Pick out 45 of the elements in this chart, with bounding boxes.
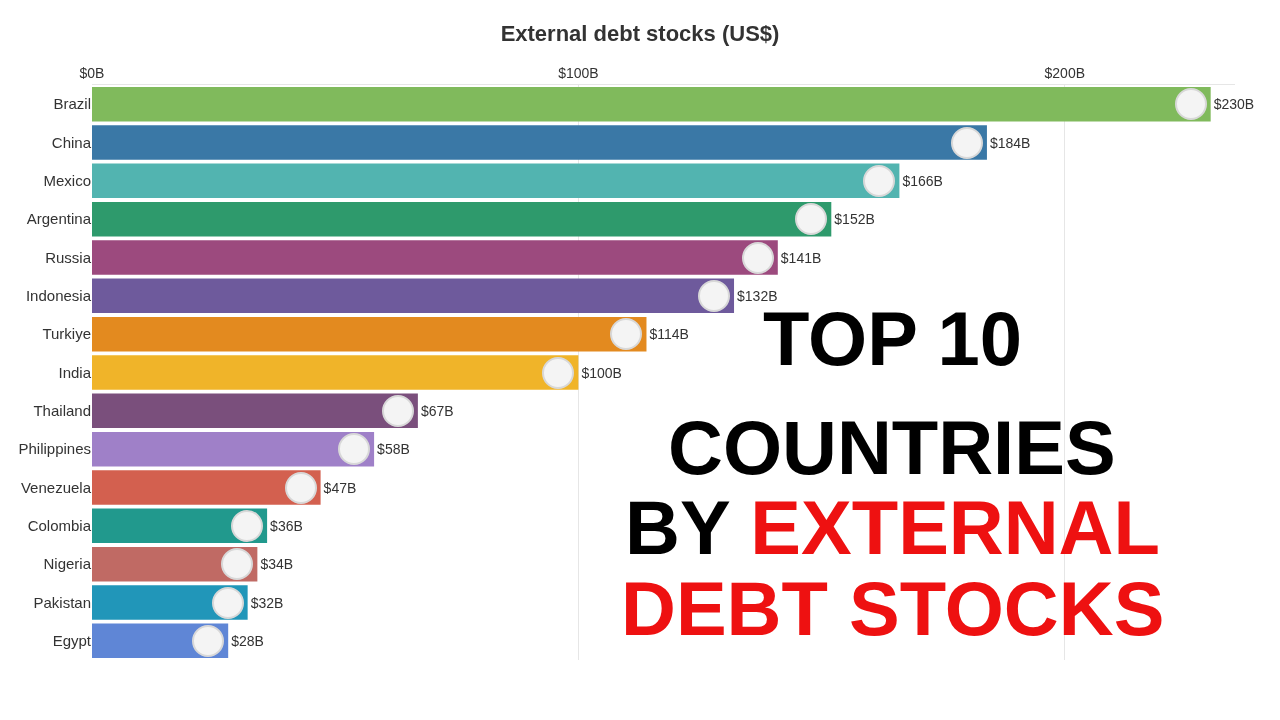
data-label: $152B [834, 211, 875, 228]
x-tick-label: $100B [558, 65, 599, 82]
bar [92, 431, 375, 467]
data-label: $141B [780, 249, 822, 266]
data-label: $132B [737, 287, 778, 304]
y-tick-label: Venezuela [20, 478, 92, 496]
data-label: $32B [250, 594, 284, 611]
x-tick-label: $0B [79, 65, 105, 82]
bar [92, 393, 418, 429]
data-label: $100B [581, 364, 622, 381]
y-tick-label: Thailand [33, 402, 91, 420]
y-tick-label: Brazil [53, 95, 91, 113]
x-tick-label: $200B [1044, 65, 1086, 82]
y-tick-label: Turkiye [42, 325, 91, 343]
y-tick-label: Egypt [52, 632, 92, 650]
data-label: $184B [989, 134, 1031, 151]
data-label: $36B [270, 517, 303, 534]
y-tick-label: Indonesia [25, 287, 92, 305]
data-label: $114B [649, 326, 689, 343]
y-tick-label: Nigeria [43, 555, 92, 573]
y-tick-label: Argentina [26, 210, 92, 228]
y-tick-label: Pakistan [33, 593, 91, 611]
bar [92, 355, 579, 390]
y-tick-label: Philippines [18, 440, 91, 458]
y-tick-label: Colombia [27, 517, 92, 535]
y-tick-label: Mexico [43, 172, 91, 190]
bar [92, 240, 778, 275]
bar [92, 201, 832, 237]
bar [92, 470, 321, 505]
y-tick-label: China [51, 133, 92, 151]
data-label: $230B [1213, 96, 1255, 113]
data-label: $28B [231, 632, 264, 649]
data-label: $58B [377, 441, 410, 458]
y-tick-label: Russia [45, 248, 92, 266]
bar [92, 316, 647, 352]
data-label: $34B [260, 556, 294, 573]
data-label: $47B [323, 479, 357, 496]
data-label: $67B [420, 402, 454, 419]
data-label: $166B [902, 172, 943, 189]
bar [92, 278, 735, 314]
bar [92, 163, 900, 199]
bar [92, 86, 1211, 122]
y-tick-label: India [58, 363, 92, 381]
bar [92, 125, 987, 160]
chart-title: External debt stocks (US$) [500, 20, 780, 46]
